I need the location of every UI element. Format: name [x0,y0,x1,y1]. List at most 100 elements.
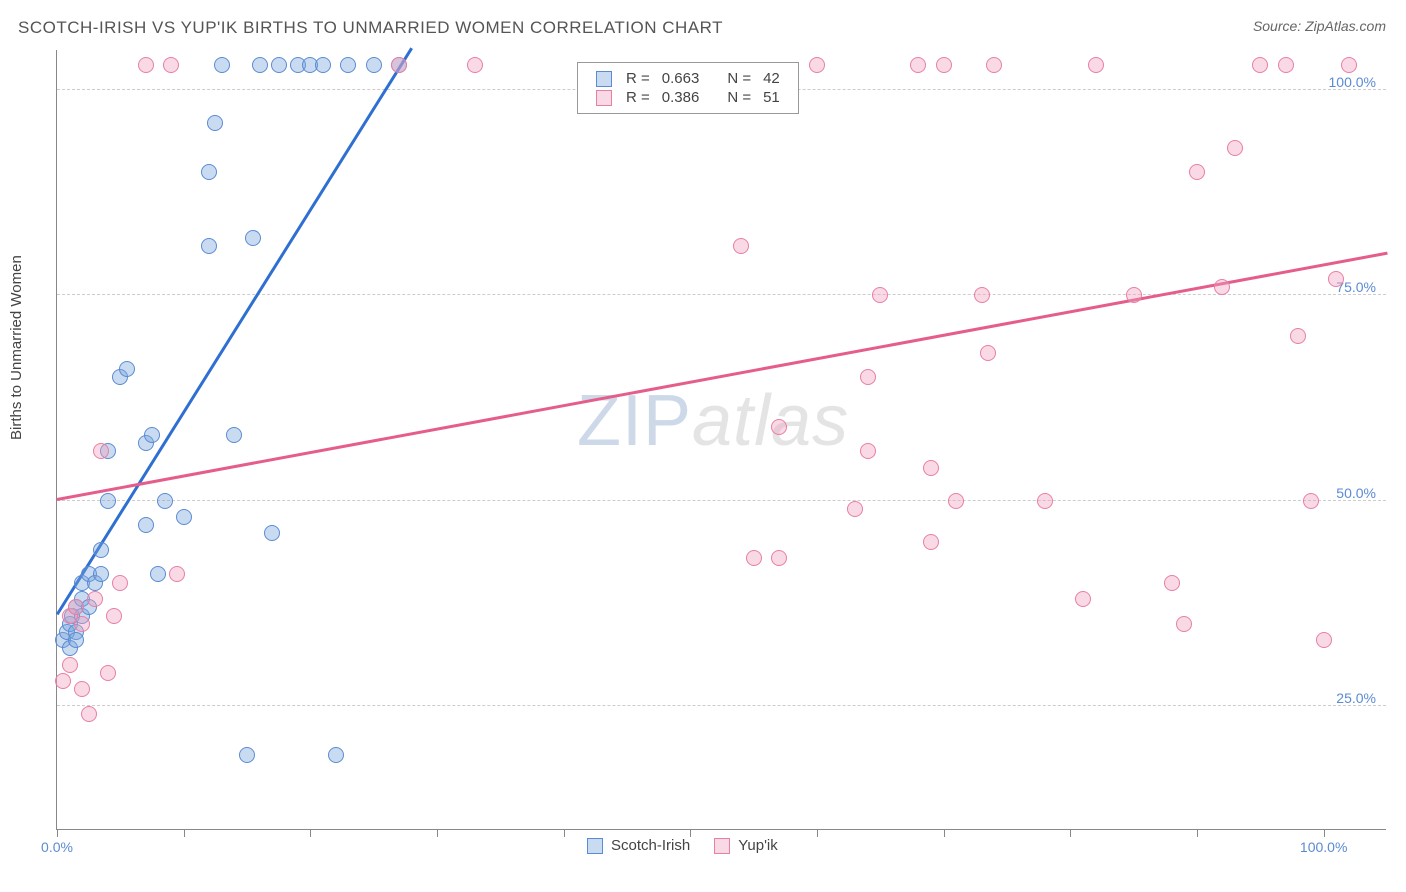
x-tick [184,829,185,837]
legend-item-label: Yup'ik [738,837,778,854]
data-point [214,57,230,73]
data-point [138,57,154,73]
data-point [872,287,888,303]
data-point [1037,493,1053,509]
legend-swatch [596,71,612,87]
data-point [948,493,964,509]
data-point [169,566,185,582]
data-point [157,493,173,509]
data-point [860,369,876,385]
series-legend: Scotch-Irish Yup'ik [587,837,778,854]
data-point [112,575,128,591]
data-point [923,460,939,476]
data-point [87,591,103,607]
data-point [340,57,356,73]
source-attribution: Source: ZipAtlas.com [1253,18,1386,34]
x-tick [944,829,945,837]
data-point [201,164,217,180]
data-point [1126,287,1142,303]
x-tick [57,829,58,837]
data-point [226,427,242,443]
data-point [245,230,261,246]
data-point [328,747,344,763]
legend-n-value: 42 [757,69,786,88]
data-point [1176,616,1192,632]
legend-item-label: Scotch-Irish [611,837,690,854]
data-point [809,57,825,73]
x-tick-label: 100.0% [1300,839,1347,855]
data-point [1214,279,1230,295]
data-point [391,57,407,73]
data-point [980,345,996,361]
data-point [1189,164,1205,180]
x-tick [690,829,691,837]
legend-n-label: N = [721,69,757,88]
data-point [974,287,990,303]
legend-n-label: N = [721,88,757,107]
x-tick [1324,829,1325,837]
data-point [176,509,192,525]
trend-line-scotch-irish [56,47,413,615]
data-point [150,566,166,582]
legend-swatch [587,838,603,854]
y-tick-label: 100.0% [1329,74,1376,90]
plot-area: ZIPatlas 25.0%50.0%75.0%100.0%0.0%100.0%… [56,50,1386,830]
data-point [366,57,382,73]
data-point [936,57,952,73]
data-point [68,632,84,648]
legend-n-value: 51 [757,88,786,107]
legend-swatch [596,90,612,106]
data-point [74,681,90,697]
x-tick [437,829,438,837]
x-tick [564,829,565,837]
grid-line [57,705,1386,706]
data-point [771,550,787,566]
watermark: ZIPatlas [577,380,849,462]
correlation-legend: R =0.663N =42R =0.386N =51 [577,62,799,114]
data-point [207,115,223,131]
data-point [271,57,287,73]
data-point [93,542,109,558]
data-point [467,57,483,73]
data-point [138,517,154,533]
data-point [315,57,331,73]
data-point [119,361,135,377]
x-tick [817,829,818,837]
data-point [1075,591,1091,607]
data-point [68,599,84,615]
y-tick-label: 25.0% [1336,690,1376,706]
data-point [746,550,762,566]
data-point [81,706,97,722]
data-point [239,747,255,763]
x-tick [1197,829,1198,837]
data-point [93,566,109,582]
data-point [252,57,268,73]
data-point [860,443,876,459]
data-point [144,427,160,443]
data-point [847,501,863,517]
x-tick [1070,829,1071,837]
data-point [1088,57,1104,73]
data-point [986,57,1002,73]
data-point [100,493,116,509]
data-point [1341,57,1357,73]
y-tick-label: 50.0% [1336,485,1376,501]
legend-item: Scotch-Irish [587,837,690,854]
data-point [1290,328,1306,344]
x-tick [310,829,311,837]
data-point [1252,57,1268,73]
data-point [55,673,71,689]
legend-r-value: 0.386 [656,88,706,107]
data-point [1227,140,1243,156]
data-point [733,238,749,254]
data-point [910,57,926,73]
legend-r-label: R = [620,88,656,107]
trend-line-yup'ik [57,252,1387,501]
data-point [1303,493,1319,509]
x-tick-label: 0.0% [41,839,73,855]
data-point [771,419,787,435]
data-point [74,616,90,632]
y-axis-label: Births to Unmarried Women [8,255,25,440]
data-point [163,57,179,73]
data-point [201,238,217,254]
